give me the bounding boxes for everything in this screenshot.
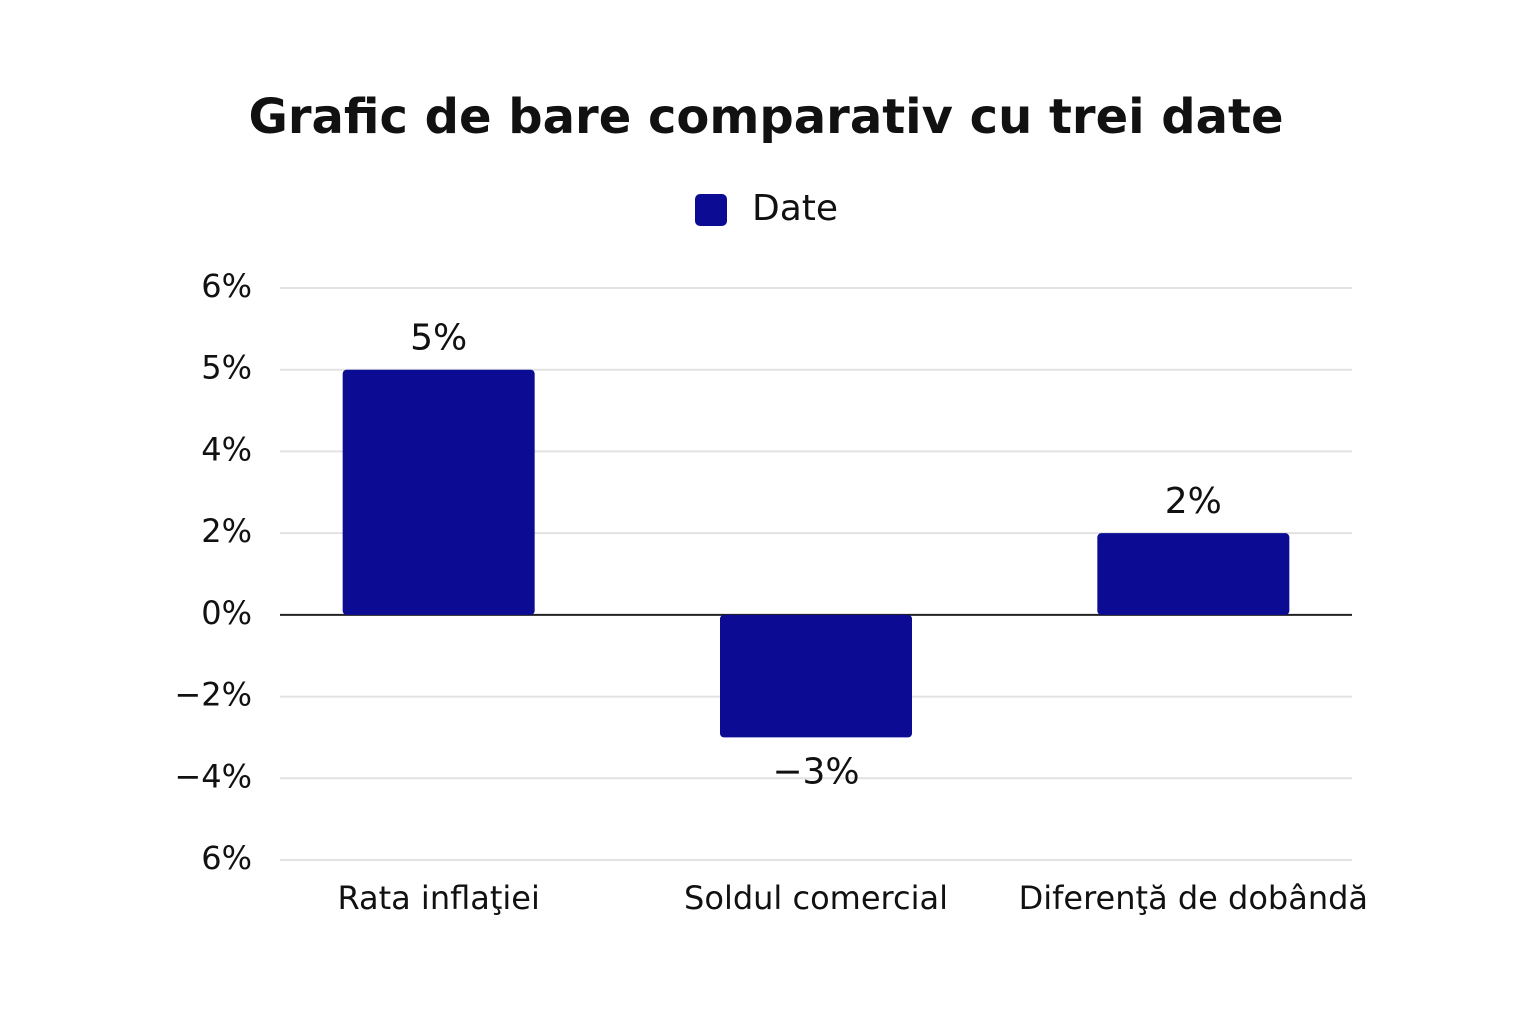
x-tick-label: Soldul comercial — [684, 879, 948, 917]
x-tick-label: Diferenţă de dobândă — [1019, 879, 1368, 917]
y-tick-label: 6% — [201, 267, 252, 305]
legend-swatch — [695, 194, 727, 226]
x-tick-label: Rata inflaţiei — [337, 879, 539, 917]
data-label: 2% — [1165, 481, 1222, 522]
y-tick-label: 5% — [201, 349, 252, 387]
data-label: −3% — [772, 751, 859, 792]
y-tick-label: −2% — [174, 676, 252, 714]
bar — [720, 614, 912, 738]
bar — [342, 369, 535, 615]
y-tick-label: 2% — [201, 512, 252, 550]
y-tick-label: 4% — [201, 430, 252, 468]
y-tick-label: −4% — [174, 757, 252, 795]
chart-title: Grafic de bare comparativ cu trei date — [248, 89, 1283, 145]
y-tick-label: 0% — [201, 594, 252, 632]
bar — [1097, 533, 1290, 615]
legend-label: Date — [752, 188, 838, 229]
y-tick-label: 6% — [201, 839, 252, 877]
data-label: 5% — [410, 318, 467, 359]
